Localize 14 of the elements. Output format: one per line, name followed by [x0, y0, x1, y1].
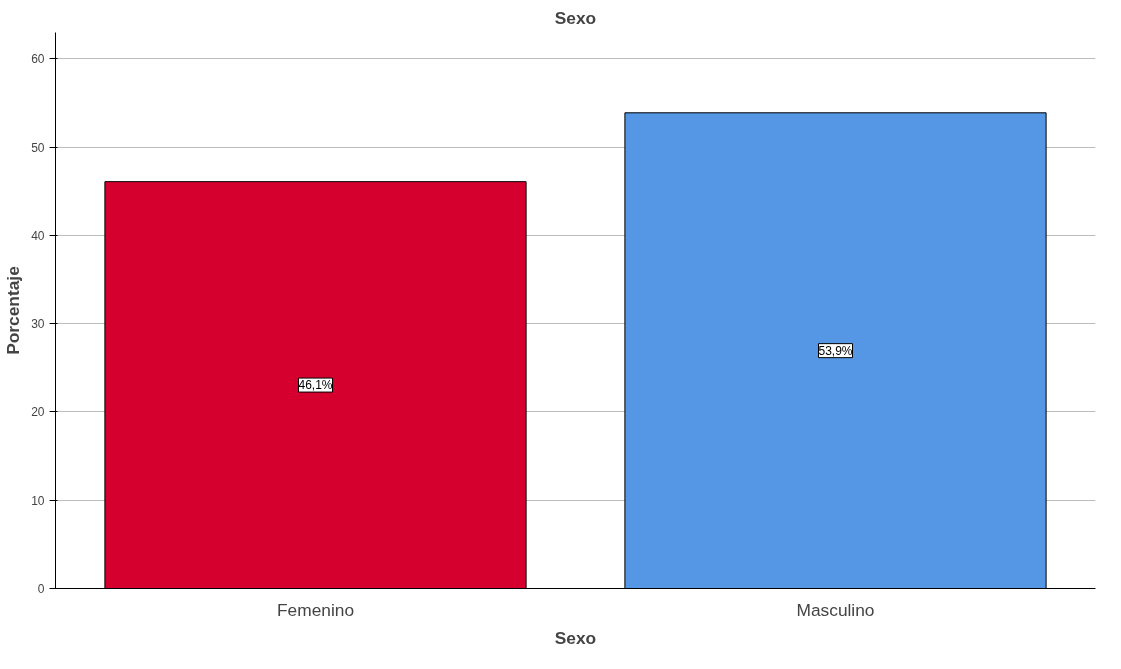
y-tick-label: 50	[31, 140, 45, 155]
y-tick-label: 60	[31, 52, 45, 67]
y-axis-title: Porcentaje	[3, 265, 24, 355]
chart-title: Sexo	[554, 7, 597, 28]
data-label: 53,9%	[818, 343, 853, 358]
y-tick-label: 0	[37, 582, 45, 596]
y-tick-label: 20	[31, 405, 45, 420]
x-tick-label: Femenino	[276, 599, 355, 620]
x-axis-title: Sexo	[554, 627, 597, 648]
data-label: 46,1%	[298, 378, 333, 393]
y-tick-label: 40	[31, 228, 45, 243]
y-tick-label: 30	[31, 317, 45, 332]
x-tick-label: Masculino	[796, 599, 875, 620]
y-tick-label: 10	[31, 493, 45, 508]
